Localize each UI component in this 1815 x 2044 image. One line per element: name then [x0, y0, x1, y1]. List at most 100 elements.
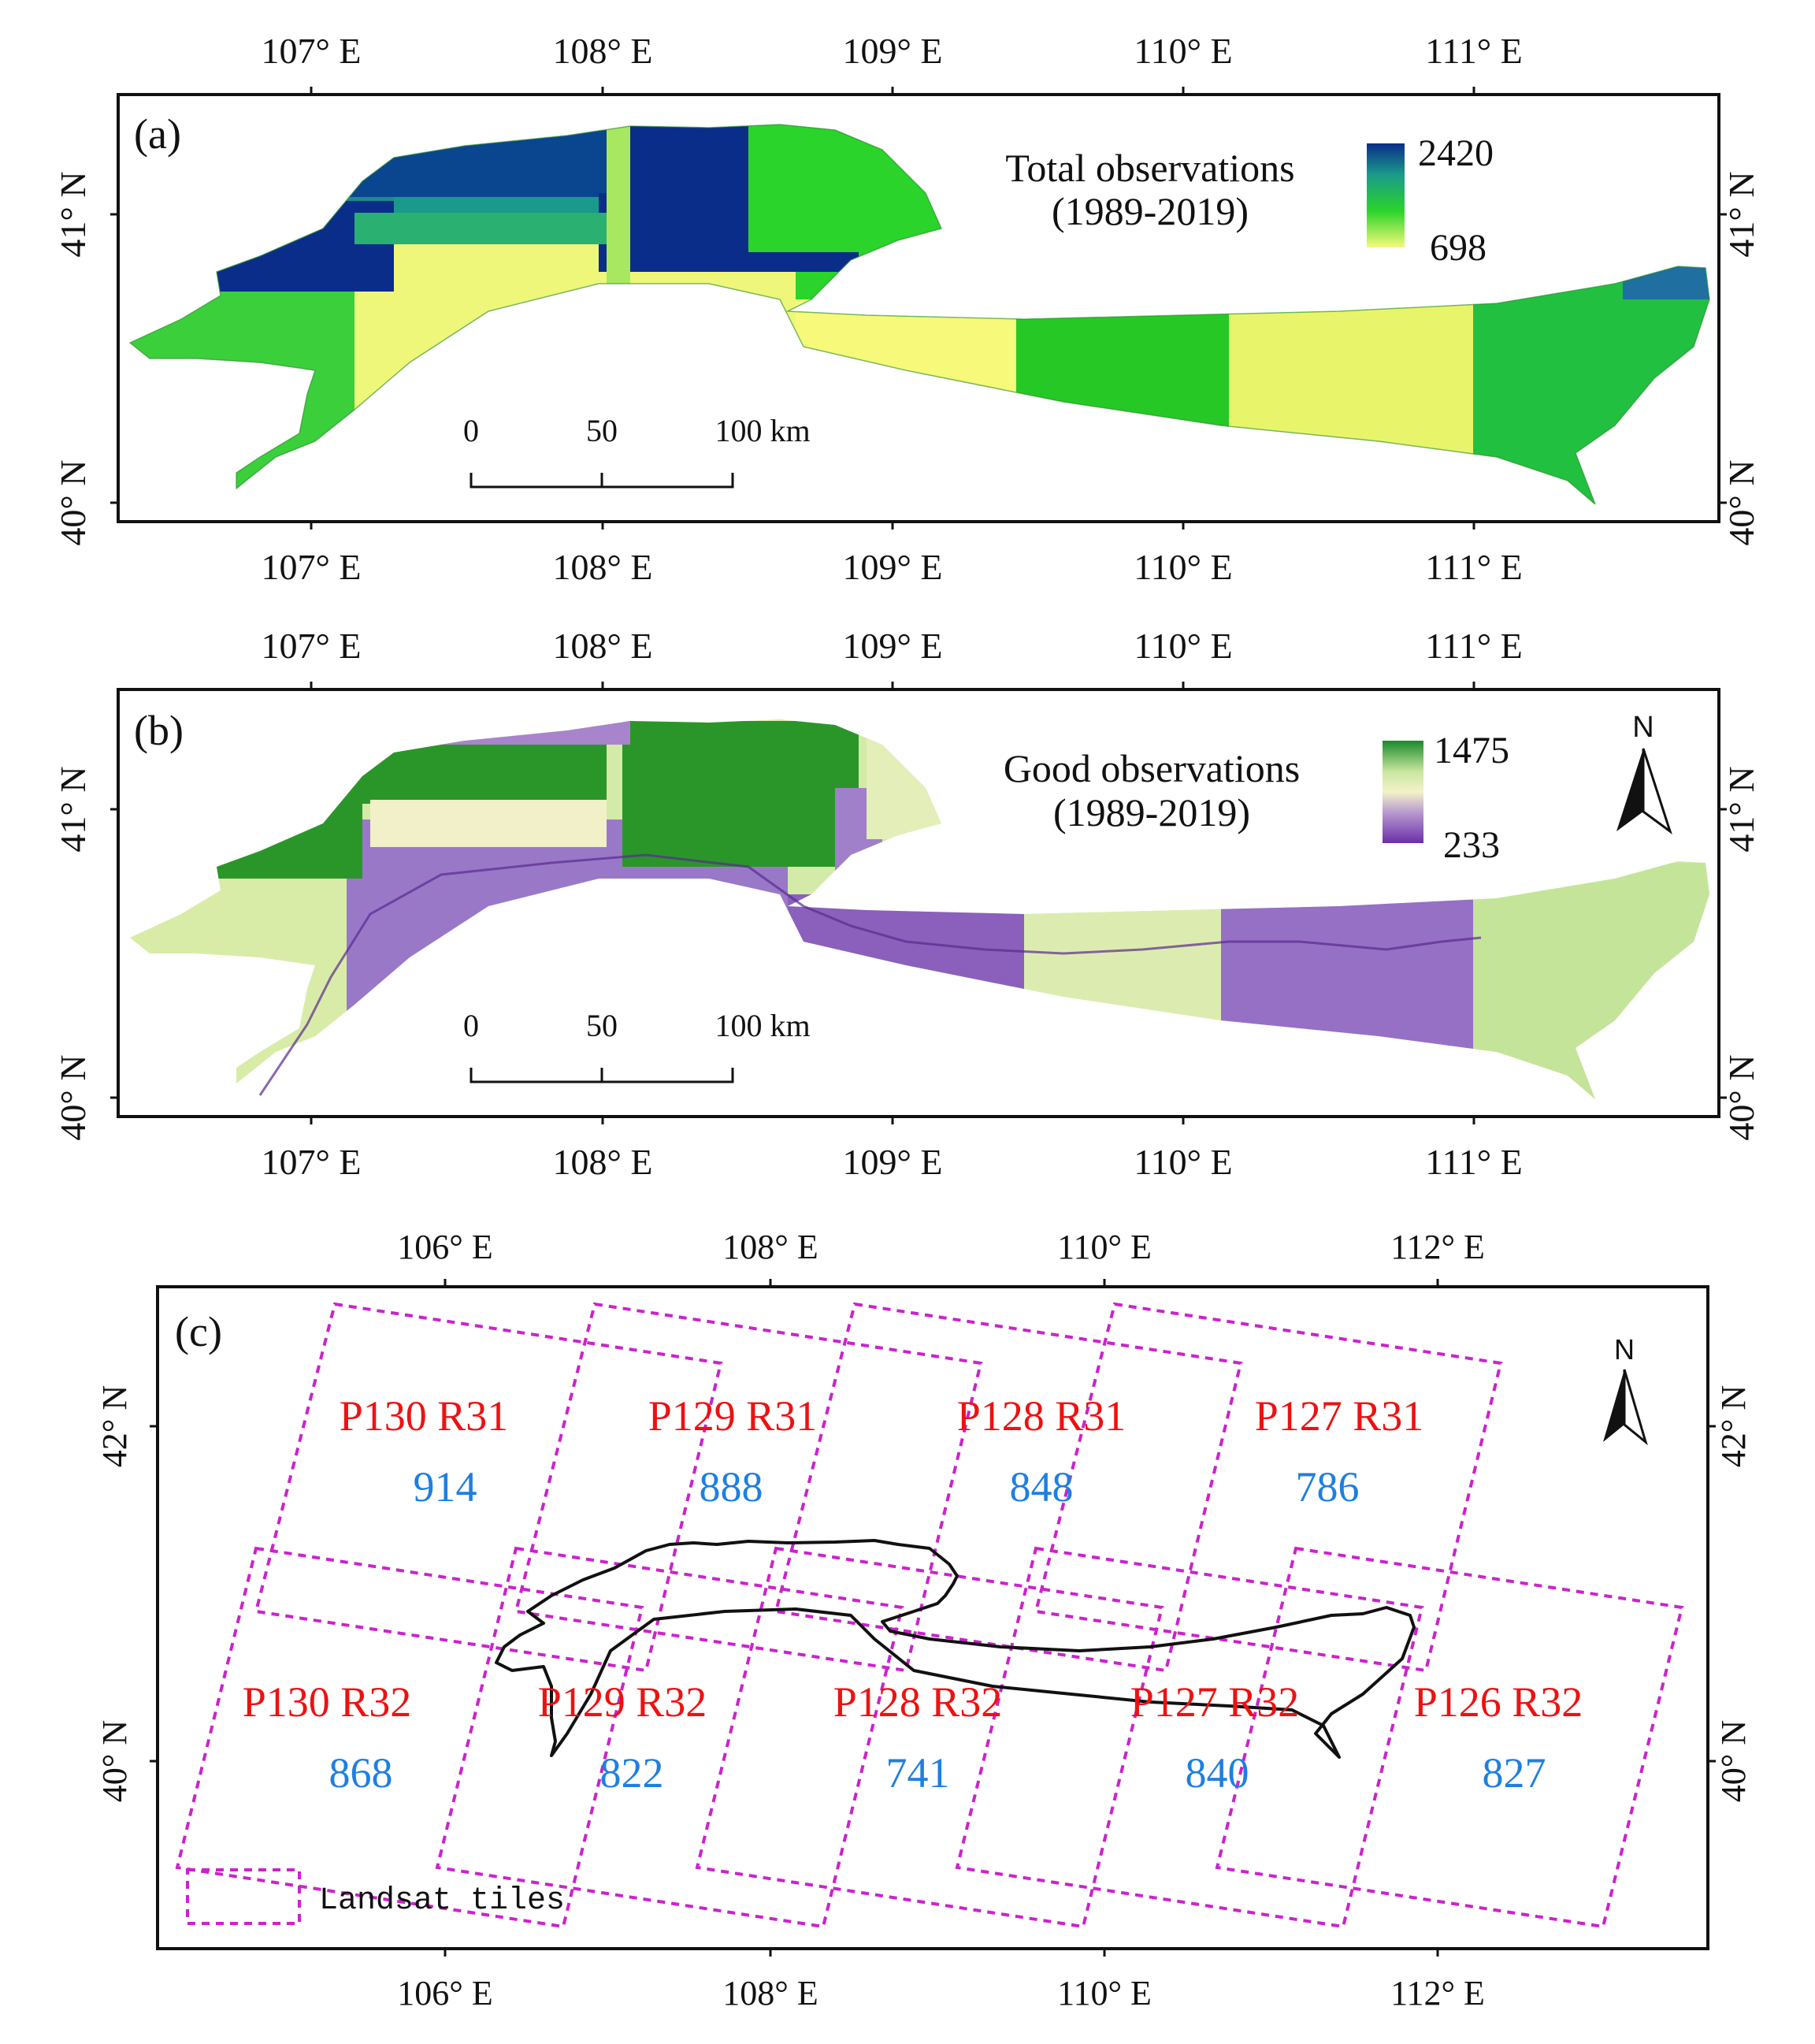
panel-b-top-tick-107: 107° E	[262, 626, 362, 666]
tile-p129-r32	[435, 1546, 904, 1929]
panel-c-top-tick-108: 108° E	[722, 1228, 818, 1266]
panel-a: (a) Total observations (1989-2019) 2420 …	[53, 31, 1761, 587]
panel-a-top-tick-110: 110° E	[1134, 31, 1232, 71]
panel-a-legend-max: 2420	[1418, 132, 1494, 174]
panel-a-top-tick-108: 108° E	[553, 31, 653, 71]
panel-a-ticks	[110, 87, 1727, 530]
tile-label-p129-r31: P129 R31	[648, 1392, 818, 1440]
tile-p129-r31	[514, 1302, 983, 1673]
panel-b-river	[258, 853, 1482, 1096]
tile-count-p127-r32: 840	[1186, 1749, 1249, 1797]
panel-a-scale-50: 50	[586, 413, 618, 448]
panel-b-legend-period: (1989-2019)	[1053, 790, 1250, 834]
landsat-tile-legend-swatch	[186, 1868, 301, 1925]
panel-b-bottom-tick-107: 107° E	[262, 1142, 362, 1182]
panel-a-bottom-tick-109: 109° E	[843, 547, 943, 587]
panel-a-scale-0: 0	[463, 413, 479, 448]
panel-b-legend-title: Good observations	[1004, 746, 1300, 790]
panel-c-bottom-tick-112: 112° E	[1390, 1974, 1485, 2012]
panel-c-legend: Landsat tiles	[186, 1868, 565, 1925]
panel-b-bottom-tick-110: 110° E	[1134, 1142, 1232, 1182]
panel-b-ticks	[110, 682, 1727, 1124]
tile-p127-r32	[955, 1546, 1424, 1929]
panel-b-scalebar: 0 50 100 km	[463, 1008, 811, 1083]
panel-a-left-tick-40: 40° N	[53, 459, 93, 545]
panel-a-legend-period: (1989-2019)	[1052, 189, 1249, 233]
panel-a-frame	[117, 93, 1720, 523]
tile-label-p127-r32: P127 R32	[1130, 1678, 1300, 1726]
panel-b-legend-max: 1475	[1434, 730, 1509, 771]
panel-a-legend-min: 698	[1430, 227, 1487, 269]
panel-a-bottom-tick-110: 110° E	[1134, 547, 1232, 587]
panel-a-scale-100: 100 km	[714, 413, 810, 448]
panel-c-left-tick-42: 42° N	[95, 1385, 134, 1467]
panel-a-bottom-tick-107: 107° E	[262, 547, 362, 587]
north-arrow-icon	[1603, 1369, 1624, 1442]
panel-c-top-tick-110: 110° E	[1057, 1228, 1152, 1266]
tile-label-p126-r32: P126 R32	[1414, 1678, 1583, 1726]
panel-b-scale-100: 100 km	[714, 1008, 810, 1043]
panel-a-legend-title: Total observations	[1005, 146, 1294, 190]
panel-c-north-arrow: N	[1603, 1333, 1648, 1446]
panel-c-top-tick-112: 112° E	[1390, 1228, 1485, 1266]
panel-c-north-label: N	[1614, 1333, 1635, 1366]
panel-b-north-arrow: N	[1616, 711, 1672, 834]
tile-count-p128-r31: 848	[1010, 1463, 1074, 1511]
panel-b: (b) Good observations (1989-2019) 1475 2…	[53, 626, 1761, 1182]
panel-b-top-tick-111: 111° E	[1425, 626, 1523, 666]
tile-count-p127-r31: 786	[1296, 1463, 1360, 1511]
panel-b-frame	[117, 688, 1720, 1118]
tile-label-p130-r32: P130 R32	[243, 1678, 412, 1726]
tile-p128-r31	[774, 1302, 1243, 1673]
tile-label-p128-r32: P128 R32	[833, 1678, 1003, 1726]
panel-b-top-tick-108: 108° E	[553, 626, 653, 666]
panel-c-label: (c)	[175, 1308, 222, 1355]
panel-a-map-outline	[128, 124, 1710, 505]
panel-b-top-tick-110: 110° E	[1134, 626, 1232, 666]
tile-count-p130-r31: 914	[414, 1463, 477, 1511]
panel-c-ticks	[150, 1279, 1716, 1957]
panel-b-right-tick-40: 40° N	[1721, 1054, 1761, 1140]
tile-count-p129-r32: 822	[600, 1749, 664, 1797]
tile-label-p127-r31: P127 R31	[1255, 1392, 1424, 1440]
tile-p127-r31	[1034, 1302, 1503, 1673]
tile-label-p128-r31: P128 R31	[957, 1392, 1126, 1440]
panel-c-bottom-tick-108: 108° E	[722, 1974, 818, 2012]
panel-a-bottom-tick-108: 108° E	[553, 547, 653, 587]
panel-a-colorbar	[1367, 143, 1405, 247]
panel-c-right-tick-42: 42° N	[1714, 1385, 1753, 1467]
tile-count-p129-r31: 888	[700, 1463, 763, 1511]
panel-c-bottom-tick-110: 110° E	[1057, 1974, 1152, 2012]
panel-a-scalebar: 0 50 100 km	[463, 413, 811, 489]
panel-c-bottom-tick-106: 106° E	[397, 1974, 492, 2012]
tile-label-p129-r32: P129 R32	[538, 1678, 707, 1726]
panel-a-top-tick-107: 107° E	[262, 31, 362, 71]
tile-p130-r31	[254, 1302, 723, 1673]
panel-b-left-tick-41: 41° N	[53, 766, 93, 852]
panel-a-top-tick-109: 109° E	[843, 31, 943, 71]
panel-b-top-tick-109: 109° E	[843, 626, 943, 666]
tile-label-p130-r31: P130 R31	[340, 1392, 509, 1440]
panel-b-bottom-tick-108: 108° E	[553, 1142, 653, 1182]
panel-b-colorbar	[1383, 741, 1423, 843]
panel-b-bottom-tick-109: 109° E	[843, 1142, 943, 1182]
landsat-tile-legend-label: Landsat tiles	[319, 1883, 565, 1919]
panel-a-bottom-tick-111: 111° E	[1425, 547, 1523, 587]
panel-b-right-tick-41: 41° N	[1721, 766, 1761, 852]
tile-p126-r32	[1215, 1546, 1684, 1929]
panel-b-scale-0: 0	[463, 1008, 479, 1043]
panel-a-left-tick-41: 41° N	[53, 171, 93, 257]
panel-b-north-label: N	[1632, 711, 1654, 744]
panel-b-label: (b)	[134, 707, 184, 754]
panel-b-scale-50: 50	[586, 1008, 618, 1043]
tile-p130-r32	[175, 1546, 644, 1929]
panel-a-top-tick-111: 111° E	[1425, 31, 1523, 71]
north-arrow-icon	[1616, 749, 1643, 831]
tile-count-p130-r32: 868	[329, 1749, 393, 1797]
study-area-outline	[495, 1539, 1416, 1759]
panel-a-label: (a)	[134, 110, 181, 158]
panel-c: (c) P130 R31 914 P129 R31 888 P128 R31 8…	[95, 1228, 1753, 2012]
panel-b-left-tick-40: 40° N	[53, 1054, 93, 1140]
panel-c-frame	[156, 1285, 1709, 1950]
